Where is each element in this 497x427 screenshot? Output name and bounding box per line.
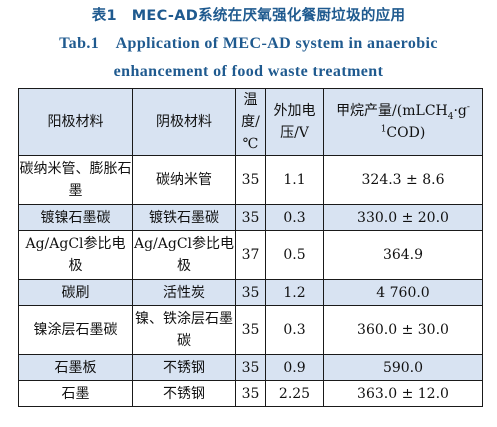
cell-methane-yield: 364.9 [323, 230, 483, 280]
header-methane-mid: ·g [453, 103, 467, 119]
cell-voltage: 0.3 [265, 305, 324, 355]
header-methane-sup: -1 [380, 102, 470, 135]
table-caption-chinese: 表1 MEC-AD系统在厌氧强化餐厨垃圾的应用 [91, 8, 406, 24]
header-methane-suffix: COD) [386, 125, 426, 141]
data-table: 阳极材料 阴极材料 温度/℃ 外加电压/V 甲烷产量/(mLCH4·g-1COD… [18, 88, 483, 407]
cell-cathode: 活性炭 [132, 279, 236, 306]
header-temperature: 温度/℃ [235, 88, 266, 156]
header-cathode: 阴极材料 [132, 88, 236, 156]
cell-temperature: 35 [235, 279, 266, 306]
cell-cathode: 不锈钢 [132, 380, 236, 407]
cell-methane-yield: 4 760.0 [323, 279, 483, 306]
cell-anode: Ag/AgCl参比电极 [18, 230, 133, 280]
cell-voltage: 1.1 [265, 155, 324, 205]
cell-voltage: 2.25 [265, 380, 324, 407]
cell-temperature: 35 [235, 380, 266, 407]
table-row: 碳纳米管、膨胀石墨 碳纳米管 35 1.1 324.3 ± 8.6 [18, 155, 483, 205]
cell-cathode: 镀铁石墨碳 [132, 204, 236, 231]
cell-cathode: 不锈钢 [132, 354, 236, 381]
header-voltage: 外加电压/V [265, 88, 324, 156]
cell-temperature: 35 [235, 204, 266, 231]
header-methane-prefix: 甲烷产量/(mLCH [336, 103, 448, 119]
cell-temperature: 35 [235, 305, 266, 355]
cell-voltage: 0.9 [265, 354, 324, 381]
cell-anode: 镍涂层石墨碳 [18, 305, 133, 355]
cell-voltage: 1.2 [265, 279, 324, 306]
table-row: 石墨 不锈钢 35 2.25 363.0 ± 12.0 [18, 380, 483, 407]
cell-methane-yield: 363.0 ± 12.0 [323, 380, 483, 407]
table-row: 碳刷 活性炭 35 1.2 4 760.0 [18, 279, 483, 306]
cell-anode: 碳刷 [18, 279, 133, 306]
header-methane-yield: 甲烷产量/(mLCH4·g-1COD) [323, 88, 483, 156]
cell-temperature: 35 [235, 354, 266, 381]
header-methane-sub: 4 [447, 111, 454, 122]
cell-methane-yield: 590.0 [323, 354, 483, 381]
cell-methane-yield: 360.0 ± 30.0 [323, 305, 483, 355]
cell-anode: 石墨板 [18, 354, 133, 381]
cell-anode: 镀镍石墨碳 [18, 204, 133, 231]
cell-cathode: 碳纳米管 [132, 155, 236, 205]
cell-cathode: Ag/AgCl参比电极 [132, 230, 236, 280]
table-header-row: 阳极材料 阴极材料 温度/℃ 外加电压/V 甲烷产量/(mLCH4·g-1COD… [18, 88, 483, 156]
cell-methane-yield: 330.0 ± 20.0 [323, 204, 483, 231]
table-row: 镍涂层石墨碳 镍、铁涂层石墨碳 35 0.3 360.0 ± 30.0 [18, 305, 483, 355]
table-row: 镀镍石墨碳 镀铁石墨碳 35 0.3 330.0 ± 20.0 [18, 204, 483, 231]
header-anode: 阳极材料 [18, 88, 133, 156]
cell-temperature: 35 [235, 155, 266, 205]
cell-voltage: 0.3 [265, 204, 324, 231]
table-row: Ag/AgCl参比电极 Ag/AgCl参比电极 37 0.5 364.9 [18, 230, 483, 280]
caption-english-line-2: enhancement of food waste treatment [113, 63, 384, 80]
table-row: 石墨板 不锈钢 35 0.9 590.0 [18, 354, 483, 381]
cell-anode: 碳纳米管、膨胀石墨 [18, 155, 133, 205]
table-caption-english: Tab.1 Application of MEC-AD system in an… [0, 30, 497, 86]
cell-anode: 石墨 [18, 380, 133, 407]
cell-temperature: 37 [235, 230, 266, 280]
caption-english-line-1: Tab.1 Application of MEC-AD system in an… [59, 35, 438, 52]
cell-methane-yield: 324.3 ± 8.6 [323, 155, 483, 205]
cell-voltage: 0.5 [265, 230, 324, 280]
cell-cathode: 镍、铁涂层石墨碳 [132, 305, 236, 355]
